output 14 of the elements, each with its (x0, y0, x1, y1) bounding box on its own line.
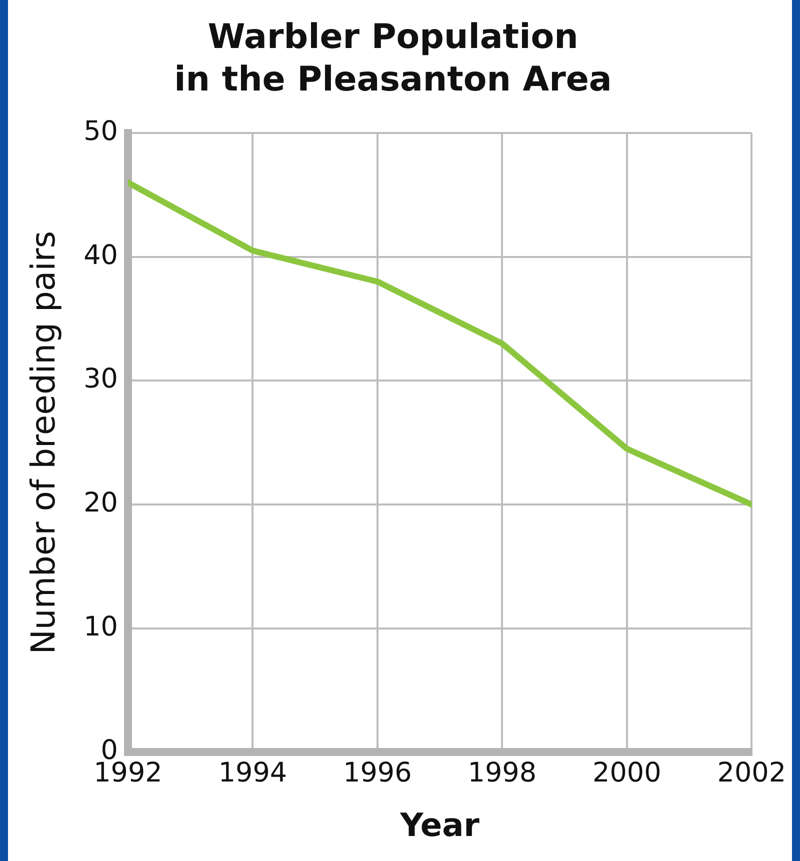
y-axis-title: Number of breeding pairs (23, 230, 62, 654)
x-axis-title: Year (399, 806, 480, 844)
y-tick-label: 10 (84, 611, 118, 642)
y-tick-label: 50 (84, 116, 118, 148)
y-tick-label: 20 (84, 488, 118, 519)
y-tick-label: 40 (84, 240, 118, 271)
x-tick-label: 2002 (717, 757, 786, 788)
x-tick-label: 1994 (218, 757, 288, 788)
text: Warbler Population (208, 17, 578, 58)
text: in the Pleasanton Area (174, 60, 612, 100)
x-tick-label: 2000 (592, 757, 662, 788)
x-tick-label: 1996 (343, 757, 412, 788)
x-tick-label: 1998 (468, 757, 537, 788)
y-tick-label: 30 (84, 364, 118, 395)
